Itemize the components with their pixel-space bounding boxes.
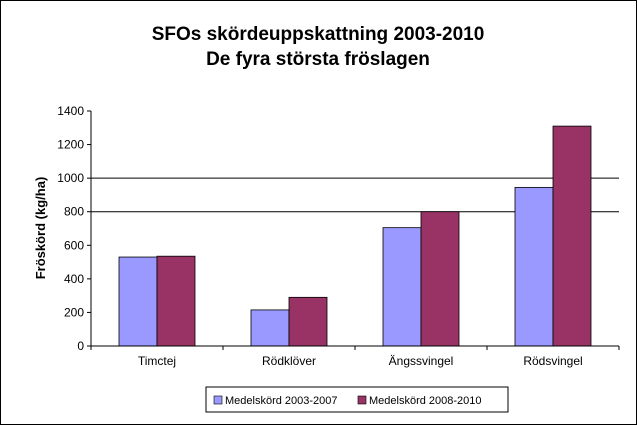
y-tick-label: 0 <box>77 339 84 353</box>
bar <box>382 227 422 347</box>
bar <box>250 309 290 347</box>
y-tick-label: 1000 <box>57 171 84 185</box>
bar <box>514 186 554 347</box>
y-axis-title: Fröskörd (kg/ha) <box>33 177 48 280</box>
y-tick-label: 800 <box>64 205 84 219</box>
bar <box>118 256 158 347</box>
legend-label-series-1: Medelskörd 2003-2007 <box>225 395 338 407</box>
legend-box <box>205 386 509 413</box>
y-tick-label: 1200 <box>57 138 84 152</box>
bar <box>552 125 592 347</box>
x-tick-label: Ängssvingel <box>389 354 454 368</box>
x-tick-label: Rödklöver <box>262 354 316 368</box>
y-tick-label: 600 <box>64 238 84 252</box>
y-tick-label: 1400 <box>57 104 84 118</box>
bar <box>288 296 328 347</box>
bar <box>156 255 196 347</box>
chart-title-line-2: De fyra största fröslagen <box>206 49 430 70</box>
x-axis: Timctej Rödklöver Ängssvingel Rödsvingel <box>90 345 620 368</box>
legend-swatch-series-2 <box>357 395 367 405</box>
bar <box>420 211 460 347</box>
y-tick-label: 400 <box>64 272 84 286</box>
legend-label-series-2: Medelskörd 2008-2010 <box>369 395 482 407</box>
y-tick-label: 200 <box>64 305 84 319</box>
y-axis: 0 200 400 600 800 1000 1200 1400 <box>57 104 92 353</box>
legend: Medelskörd 2003-2007 Medelskörd 2008-201… <box>205 386 509 413</box>
x-tick-label: Timctej <box>138 354 176 368</box>
chart-title-line-1: SFOs skördeuppskattning 2003-2010 <box>152 24 485 45</box>
x-tick-label: Rödsvingel <box>523 354 582 368</box>
legend-swatch-series-1 <box>213 395 223 405</box>
